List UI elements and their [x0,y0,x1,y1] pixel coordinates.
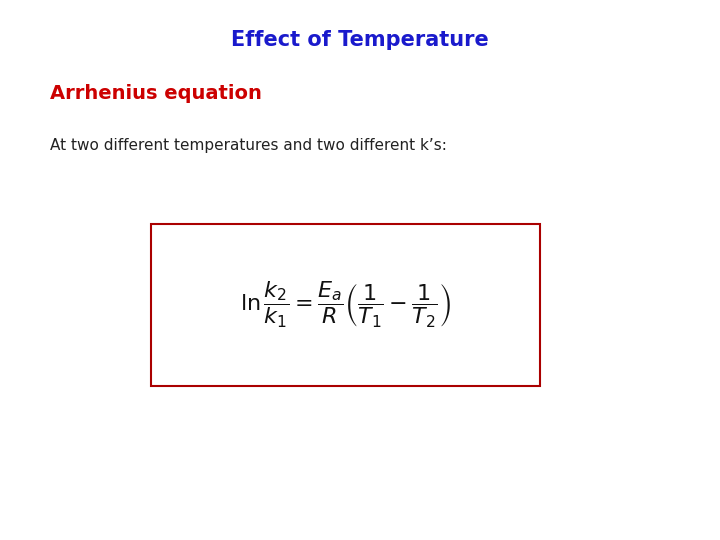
FancyBboxPatch shape [151,224,540,386]
Text: Effect of Temperature: Effect of Temperature [231,30,489,50]
Text: Arrhenius equation: Arrhenius equation [50,84,262,103]
Text: $\ln \dfrac{k_2}{k_1} = \dfrac{E_a}{R} \left( \dfrac{1}{T_1} - \dfrac{1}{T_2} \r: $\ln \dfrac{k_2}{k_1} = \dfrac{E_a}{R} \… [240,280,451,330]
Text: At two different temperatures and two different k’s:: At two different temperatures and two di… [50,138,447,153]
